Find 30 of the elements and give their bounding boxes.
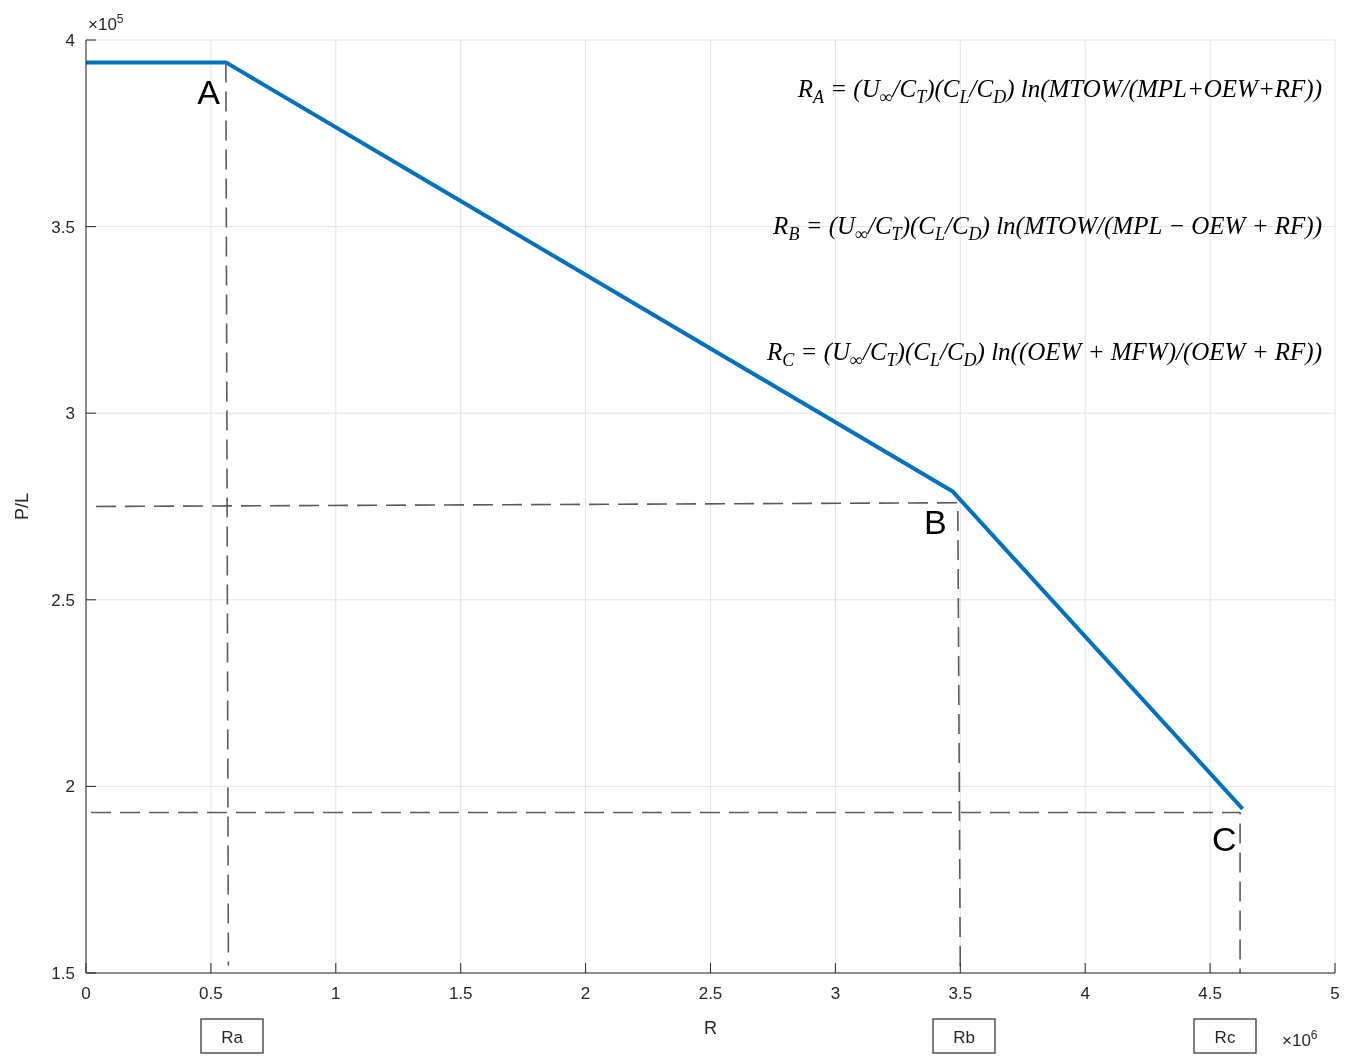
x-tick-label: 3.5 (948, 984, 973, 1004)
x-tick-label: 1 (331, 984, 341, 1004)
x-tick-label: 2 (580, 984, 591, 1004)
text: R$_{A}$ = (U$_{∞}$/C$_{T}$)(C$_{L}$/C$_{D}$) ln(MTOW/(MPL+OEW+RF)) (797, 75, 1322, 107)
y-tick-label: 3.5 (51, 217, 75, 237)
x-tick-label: 2.5 (698, 984, 723, 1004)
x-tick-label: 0.5 (199, 984, 223, 1004)
y-tick-label: 3 (65, 404, 75, 424)
text: ×10$^{6}$ (1282, 1028, 1318, 1050)
text: Ra (221, 1028, 244, 1047)
y-tick-label: 4 (65, 31, 75, 51)
text: R$_{B}$ = (U$_{∞}$/C$_{T}$)(C$_{L}$/C$_{D}$) ln(MTOW/(MPL − OEW + RF)) (773, 212, 1322, 244)
y-tick-label: 2.5 (51, 590, 75, 610)
x-tick-label: 0 (81, 984, 91, 1004)
y-tick-label: 1.5 (51, 964, 75, 984)
text: Rb (953, 1028, 975, 1047)
x-tick-label: 4 (1080, 984, 1090, 1004)
y-axis-title: P/L (12, 492, 32, 521)
text: Rc (1214, 1028, 1236, 1047)
text: R$_{C}$ = (U$_{∞}$/C$_{T}$)(C$_{L}$/C$_{D}$) ln((OEW + MFW)/(OEW + RF)) (767, 338, 1322, 370)
x-axis-title: R (704, 1018, 717, 1038)
y-tick-label: 2 (65, 777, 75, 797)
x-tick-label: 1.5 (448, 984, 473, 1004)
annotation: A (197, 73, 221, 112)
annotation: B (924, 502, 947, 541)
x-tick-label: 4.5 (1198, 984, 1222, 1004)
text: ×10$^{5}$ (88, 12, 124, 34)
x-tick-label: 3 (830, 984, 841, 1004)
annotation: C (1212, 819, 1237, 858)
x-tick-label: 5 (1330, 984, 1340, 1004)
